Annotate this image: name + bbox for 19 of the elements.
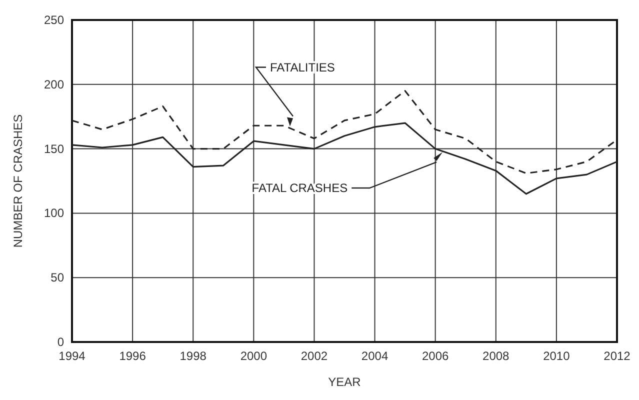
x-tick-label: 2012: [604, 349, 631, 363]
y-tick-label: 250: [44, 13, 64, 27]
y-tick-label: 100: [44, 206, 64, 220]
x-tick-label: 2004: [361, 349, 388, 363]
x-tick-label: 1994: [58, 349, 86, 363]
line-series: [71, 122, 618, 195]
x-tick-label: 2006: [422, 349, 450, 363]
x-tick-label: 2002: [300, 349, 328, 363]
y-tick-label: 200: [44, 77, 64, 92]
x-tick-label: 1996: [119, 349, 146, 363]
y-tick-label: 0: [57, 335, 64, 349]
x-tick-label: 2010: [543, 349, 570, 363]
y-tick-label: 50: [50, 270, 64, 285]
x-tick-label: 2000: [240, 349, 268, 363]
x-tick-label: 1998: [180, 349, 207, 363]
y-axis-title: NUMBER OF CRASHES: [11, 114, 25, 248]
x-axis-title: YEAR: [328, 375, 362, 389]
y-tick-label: 150: [44, 142, 64, 156]
x-tick-label: 2008: [482, 349, 510, 363]
